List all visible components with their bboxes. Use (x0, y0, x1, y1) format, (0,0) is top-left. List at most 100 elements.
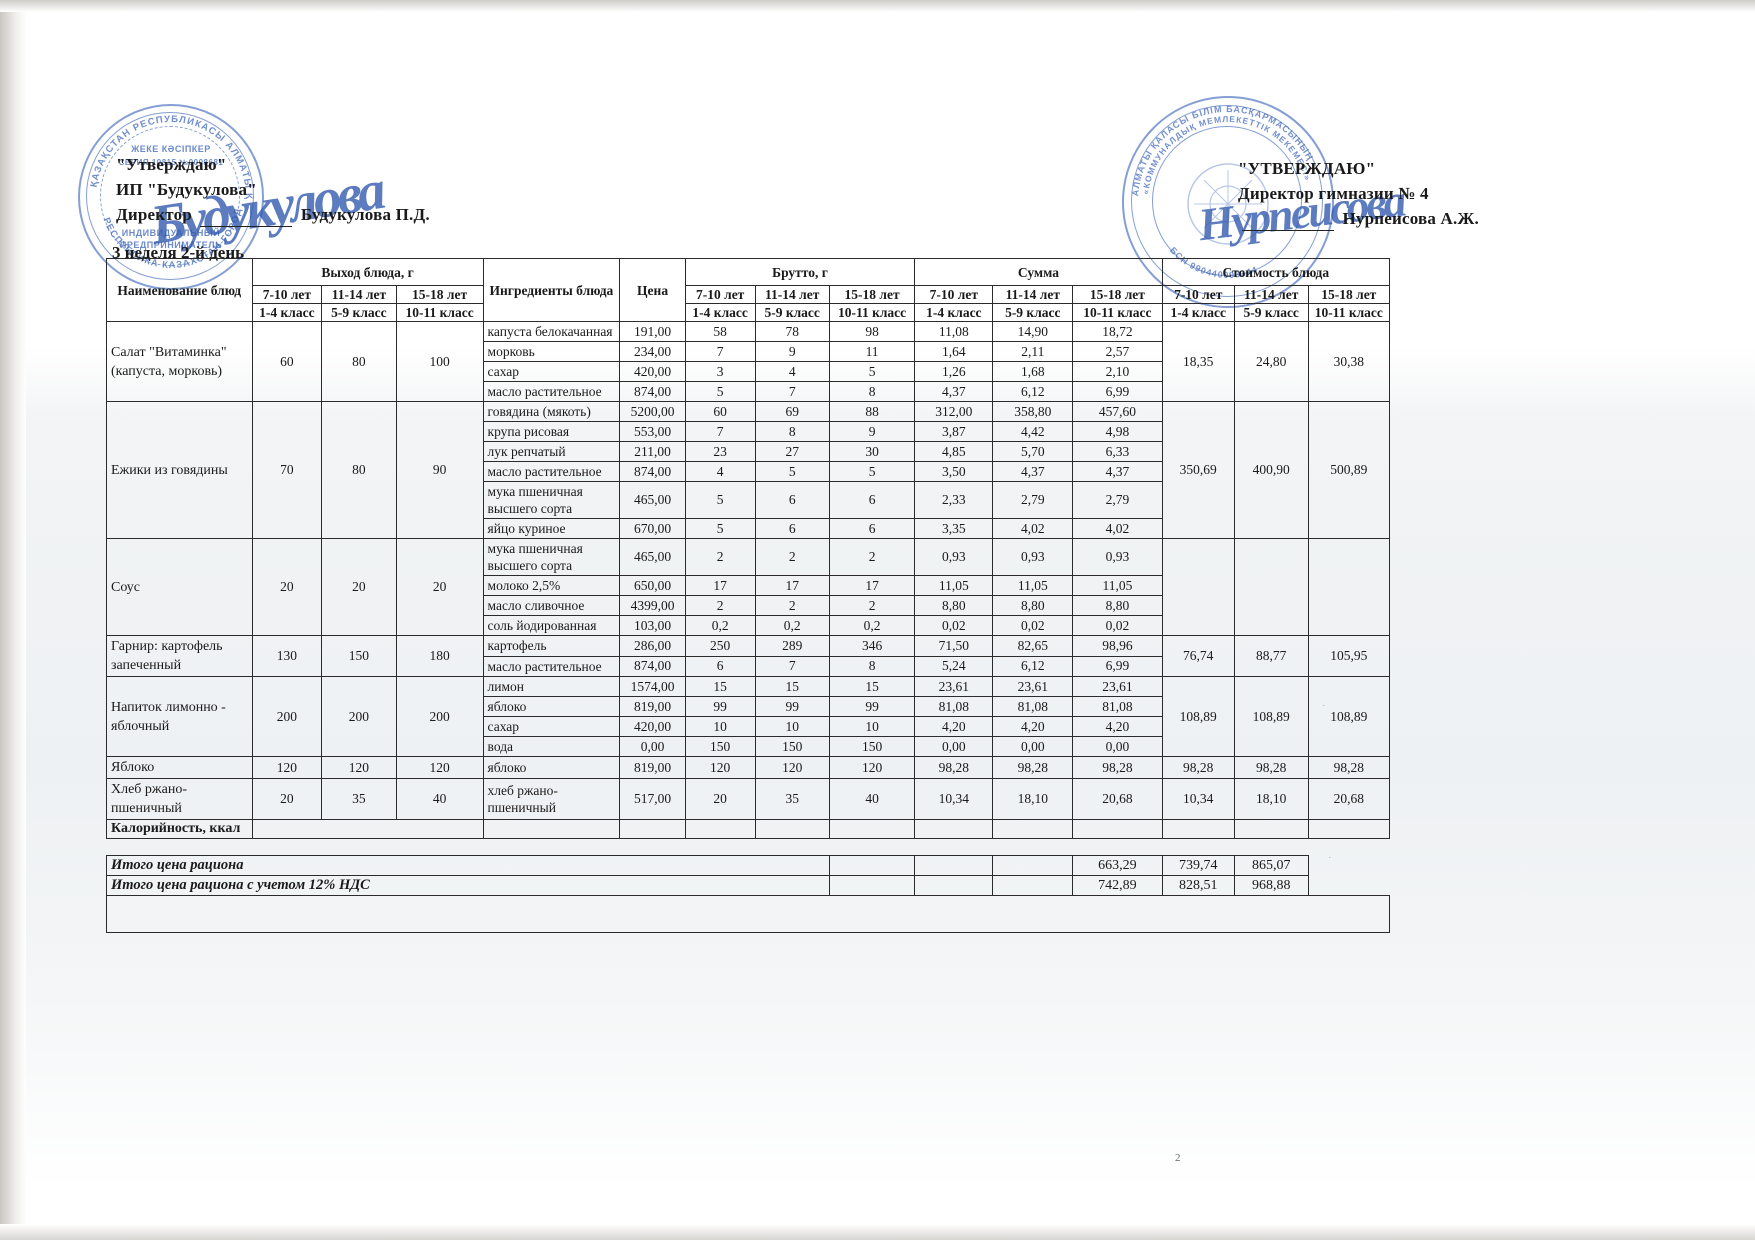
ingredient-sum-2: 0,02 (992, 615, 1074, 636)
ingredient-price: 1574,00 (619, 676, 686, 697)
ingredient-gross-1: 5 (684, 481, 756, 519)
dish-name-line2: яблочный (111, 718, 170, 734)
ingredient-sum-3: 4,02 (1072, 518, 1163, 539)
approval-block-left: "Утверждаю" ИП "Будукулова" Директор Буд… (116, 152, 430, 227)
dish-yield-2: 150 (321, 635, 397, 677)
ingredient-gross-1: 17 (684, 575, 756, 596)
ingredient-price: 420,00 (619, 716, 686, 737)
ingredient-gross-2: 10 (754, 716, 830, 737)
ingredient-name: молоко 2,5% (482, 575, 621, 596)
ingredient-sum-3: 8,80 (1072, 595, 1163, 616)
gross-age-1: 7-10 лет (684, 285, 756, 304)
ingredient-sum-1: 1,64 (914, 341, 994, 362)
ingredient-sum-1: 3,50 (914, 461, 994, 482)
ingredient-sum-1: 5,24 (914, 655, 994, 677)
ingredient-sum-2: 6,12 (992, 655, 1074, 677)
ingredient-sum-3: 0,93 (1072, 538, 1163, 576)
ingredient-gross-2: 6 (754, 481, 830, 519)
ingredient-sum-3: 4,37 (1072, 461, 1163, 482)
ingredient-gross-1: 0,2 (684, 615, 756, 636)
ingredient-gross-3: 346 (828, 635, 916, 657)
ingredient-price: 874,00 (619, 655, 686, 677)
dish-yield-3: 200 (395, 676, 484, 757)
dish-yield-1: 130 (251, 635, 323, 677)
calorie-cost-1 (1161, 819, 1235, 839)
dish-yield-3: 180 (395, 635, 484, 677)
gross-age-3: 15-18 лет (828, 285, 916, 304)
dish-yield-1: 20 (251, 778, 323, 820)
col-group-yield: Выход блюда, г (251, 258, 484, 286)
table-row: Гарнир: картофель запеченный 130 150 180 карт… (106, 635, 1391, 677)
scan-edge-bottom (0, 1224, 1755, 1240)
dish-yield-3: 100 (395, 321, 484, 402)
calorie-gross-1 (684, 819, 756, 839)
dish-name-cell: Соус (106, 538, 253, 636)
gross-class-3: 10-11 класс (828, 303, 916, 322)
sum-age-1: 7-10 лет (914, 285, 994, 304)
ingredient-sum-1: 98,28 (914, 756, 994, 779)
ingredient-gross-3: 150 (828, 736, 916, 757)
ingredient-gross-2: 2 (754, 538, 830, 576)
dish-cost-1: 18,35 (1161, 321, 1235, 402)
ingredient-sum-2: 4,37 (992, 461, 1074, 482)
ingredient-price: 465,00 (619, 538, 686, 576)
ingredient-gross-1: 60 (684, 401, 756, 422)
ingredient-gross-3: 6 (828, 481, 916, 519)
totals-row: Итого цена рациона 663,29 739,74 865,07 (106, 855, 1390, 876)
ingredient-sum-1: 11,08 (914, 321, 994, 342)
ingredient-gross-1: 99 (684, 696, 756, 717)
ingredient-gross-3: 5 (828, 461, 916, 482)
ingredient-name: крупа рисовая (482, 421, 621, 442)
dish-yield-2: 80 (321, 401, 397, 539)
dish-name-line2: запеченный (111, 658, 182, 673)
ingredient-price: 517,00 (619, 778, 686, 820)
ingredient-sum-1: 312,00 (914, 401, 994, 422)
ingredient-sum-1: 71,50 (914, 635, 994, 657)
ingredient-gross-1: 10 (684, 716, 756, 737)
cost-class-3: 10-11 класс (1307, 303, 1391, 322)
ingredient-gross-2: 2 (754, 595, 830, 616)
dish-cost-1: 350,69 (1161, 401, 1235, 539)
calorie-sum-1 (914, 819, 994, 839)
totals-label-1: Итого цена рациона с учетом 12% НДС (106, 875, 830, 896)
ingredient-sum-1: 0,02 (914, 615, 994, 636)
cost-class-1: 1-4 класс (1161, 303, 1235, 322)
ingredient-price: 0,00 (619, 736, 686, 757)
ingredient-gross-2: 15 (754, 676, 830, 697)
ingredient-sum-2: 4,42 (992, 421, 1074, 442)
calorie-gross-3 (828, 819, 916, 839)
ingredient-gross-2: 4 (754, 361, 830, 382)
dish-cost-1: 10,34 (1161, 778, 1235, 820)
ingredient-gross-3: 8 (828, 381, 916, 402)
dish-cost-3: 20,68 (1307, 778, 1391, 820)
dish-name-line1: Соус (111, 579, 141, 595)
ingredient-sum-1: 1,26 (914, 361, 994, 382)
calorie-label: Калорийность, ккал (106, 819, 253, 839)
ingredient-gross-2: 120 (754, 756, 830, 779)
ingredient-gross-3: 2 (828, 538, 916, 576)
ingredient-sum-2: 6,12 (992, 381, 1074, 402)
yield-class-3: 10-11 класс (395, 303, 484, 322)
ingredient-price: 553,00 (619, 421, 686, 442)
totals-value-1-1: 742,89 (1072, 875, 1163, 896)
bottom-blank-row (106, 895, 1390, 933)
ingredient-sum-2: 358,80 (992, 401, 1074, 422)
dish-cost-1 (1161, 538, 1235, 636)
dish-name-line1: Хлеб ржано- (111, 782, 187, 797)
dish-cost-3: 30,38 (1307, 321, 1391, 402)
dish-name-line1: Напиток лимонно - (111, 699, 226, 715)
dish-yield-1: 70 (251, 401, 323, 539)
dish-yield-1: 60 (251, 321, 323, 402)
page-number: 2 (1175, 1152, 1181, 1164)
ingredient-price: 103,00 (619, 615, 686, 636)
ingredient-sum-3: 457,60 (1072, 401, 1163, 422)
ingredient-sum-2: 18,10 (992, 778, 1074, 820)
ingredient-sum-2: 4,20 (992, 716, 1074, 737)
dish-cost-2: 18,10 (1233, 778, 1309, 820)
col-dish-name: Наименование блюд (106, 258, 253, 322)
yield-age-2: 11-14 лет (321, 285, 397, 304)
calorie-sum-3 (1072, 819, 1163, 839)
dish-cost-2: 108,89 (1233, 676, 1309, 757)
table-row: яблоко 819,00 99 99 99 81,08 81,08 81,08 (107, 696, 1390, 717)
dish-name-cell: Яблоко (106, 756, 253, 779)
